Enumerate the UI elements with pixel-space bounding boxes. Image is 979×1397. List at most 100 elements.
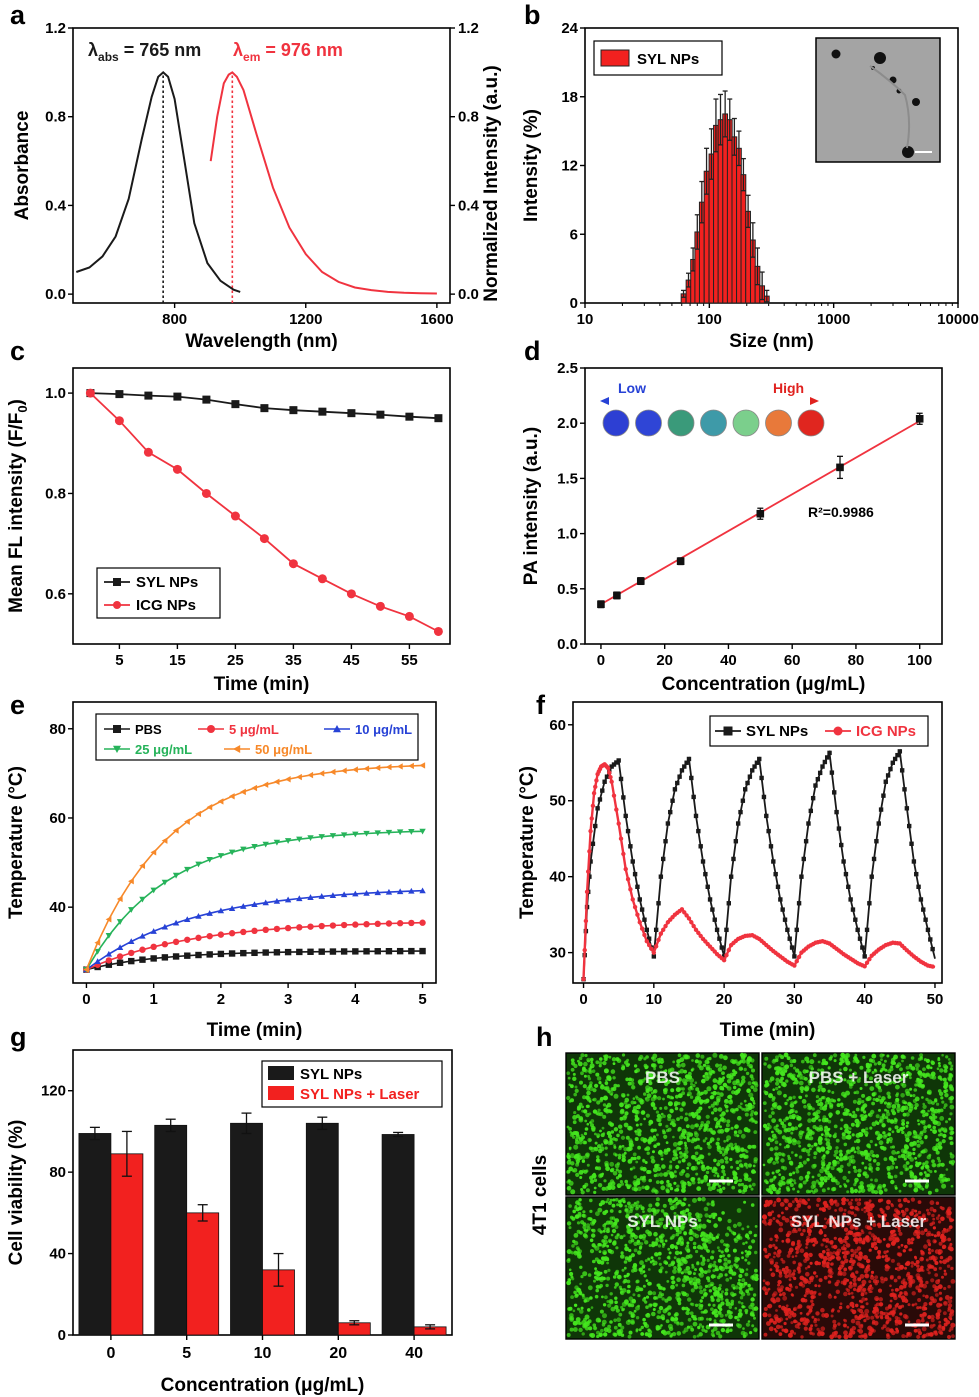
cell-dot: [904, 1266, 907, 1270]
cell-dot: [882, 1134, 887, 1139]
cell-dot: [668, 1326, 674, 1332]
data-point: [724, 927, 729, 933]
cell-dot: [827, 1256, 832, 1262]
cell-dot: [780, 1158, 785, 1163]
data-point: [611, 793, 617, 798]
cell-dot: [659, 1172, 664, 1177]
data-point: [597, 600, 605, 609]
cell-dot: [629, 1209, 633, 1214]
cell-dot: [680, 1180, 685, 1185]
cell-dot: [667, 1068, 672, 1073]
cell-dot: [819, 1331, 825, 1337]
cell-dot: [716, 1188, 720, 1192]
cell-dot: [879, 1314, 884, 1318]
cell-dot: [878, 1297, 883, 1302]
data-point: [352, 948, 359, 955]
cell-dot: [604, 1222, 607, 1226]
cell-dot: [660, 1185, 666, 1191]
cell-dot: [623, 1278, 628, 1283]
data-point: [195, 861, 202, 868]
cell-dot: [807, 1118, 812, 1123]
cell-dot: [859, 1184, 865, 1190]
data-point: [733, 839, 739, 844]
data-point: [801, 856, 806, 862]
legend-label: ICG NPs: [136, 597, 196, 614]
cell-dot: [592, 1323, 597, 1327]
cell-dot: [705, 1114, 710, 1119]
cell-dot: [708, 1317, 712, 1321]
cell-dot: [588, 1100, 592, 1103]
cell-dot: [670, 1276, 675, 1280]
data-point: [773, 871, 778, 877]
cell-dot: [827, 1187, 830, 1191]
cell-dot: [575, 1246, 580, 1251]
cell-dot: [573, 1111, 577, 1115]
data-point: [408, 919, 415, 927]
cell-dot: [774, 1058, 779, 1063]
cell-dot: [594, 1083, 599, 1088]
cell-dot: [868, 1163, 872, 1167]
cell-dot: [932, 1217, 936, 1221]
cell-dot: [635, 1160, 639, 1164]
cell-dot: [923, 1171, 927, 1174]
cell-dot: [840, 1118, 844, 1122]
cell-dot: [712, 1090, 717, 1096]
data-point: [173, 392, 182, 401]
cell-dot: [645, 1295, 650, 1299]
data-point: [876, 821, 881, 826]
data-point: [743, 787, 748, 792]
data-point: [206, 857, 213, 863]
data-point: [83, 966, 90, 973]
cell-dot: [916, 1082, 922, 1087]
cell-dot: [606, 1300, 610, 1303]
cell-dot: [684, 1306, 689, 1311]
cell-dot: [624, 1256, 629, 1261]
cell-dot: [907, 1131, 912, 1136]
cell-dot: [609, 1209, 614, 1213]
cell-dot: [705, 1170, 710, 1175]
cell-dot: [903, 1157, 907, 1161]
data-point: [608, 774, 613, 780]
cell-dot: [701, 1325, 705, 1329]
cell-dot: [777, 1214, 781, 1218]
cell-dot: [795, 1247, 798, 1251]
legend-label: SYL NPs: [637, 51, 699, 68]
cell-dot: [775, 1081, 780, 1086]
cell-dot: [690, 1111, 695, 1116]
cell-dot: [641, 1265, 646, 1269]
cell-dot: [616, 1133, 620, 1138]
cell-dot: [700, 1304, 704, 1308]
data-point: [228, 930, 236, 937]
cell-dot: [725, 1243, 730, 1249]
cell-dot: [748, 1092, 754, 1098]
cell-dot: [738, 1308, 742, 1313]
tem-particle: [912, 98, 920, 106]
cell-dot: [742, 1053, 747, 1058]
data-point: [897, 749, 903, 754]
cell-dot: [614, 1153, 618, 1157]
cell-dot: [647, 1207, 652, 1213]
data-point: [696, 930, 701, 936]
cell-dot: [753, 1233, 758, 1238]
cell-dot: [579, 1309, 584, 1314]
cell-dot: [887, 1172, 891, 1176]
cell-dot: [929, 1170, 933, 1174]
cell-dot: [684, 1112, 688, 1116]
data-point: [829, 770, 835, 775]
cell-dot: [910, 1264, 914, 1268]
cell-dot: [865, 1062, 870, 1067]
cell-dot: [938, 1064, 941, 1068]
cell-dot: [683, 1136, 687, 1139]
cell-dot: [840, 1102, 844, 1106]
cell-dot: [939, 1068, 944, 1073]
data-point: [724, 952, 729, 958]
data-point: [789, 945, 795, 950]
cell-dot: [688, 1071, 692, 1076]
data-point: [792, 963, 797, 968]
cell-dot: [914, 1156, 917, 1160]
cell-dot: [938, 1266, 942, 1270]
cell-dot: [827, 1101, 832, 1105]
data-point: [651, 950, 657, 955]
data-point: [217, 798, 224, 805]
